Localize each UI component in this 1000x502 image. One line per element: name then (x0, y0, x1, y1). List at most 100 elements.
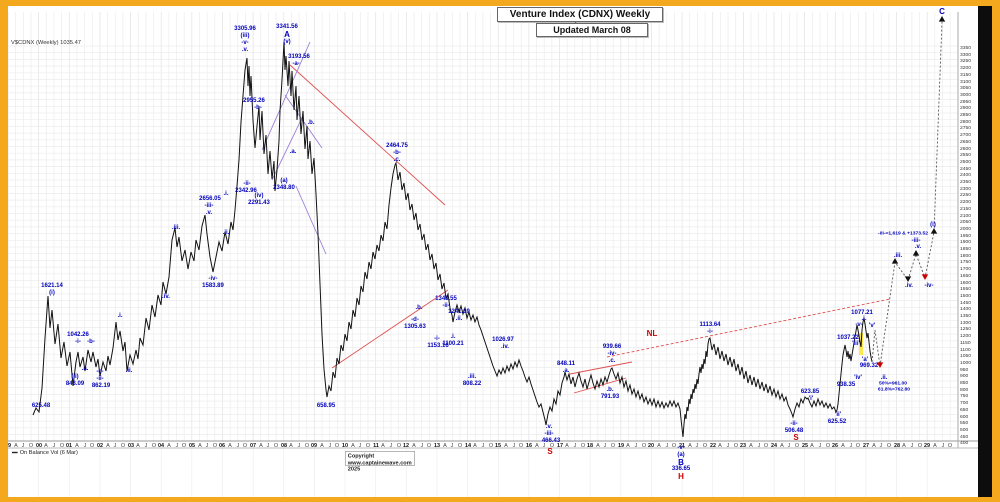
wave-annotation: -i- (707, 329, 713, 335)
y-tick-label: 850 (960, 379, 969, 386)
x-tick-year-label: 17 (556, 442, 563, 449)
wave-annotation: 'iv' (854, 375, 862, 381)
x-tick-year-label: 16 (525, 442, 532, 449)
wave-annotation: .iv. (501, 344, 509, 350)
x-tick-month-label: A (320, 442, 324, 449)
wave-annotation: 1583.89 (202, 283, 224, 289)
signal-label: H (678, 472, 684, 481)
x-tick-month-label: J (328, 442, 332, 449)
y-tick-label: 2500 (960, 158, 972, 165)
x-tick-month-label: A (442, 442, 447, 449)
y-tick-label: 950 (960, 366, 969, 372)
y-tick-label: 1050 (960, 352, 972, 359)
x-tick-month-label: O (212, 442, 217, 449)
wave-annotation: 625.48 (31, 403, 51, 409)
x-tick-month-label: J (389, 442, 393, 449)
x-tick-month-label: J (512, 442, 515, 449)
border-top (0, 0, 1000, 6)
x-tick-year-label: 29 (924, 442, 931, 449)
wave-annotation: (a) (677, 452, 685, 458)
wave-annotation: .iv. (162, 294, 170, 300)
signal-label: NL (646, 329, 658, 338)
y-tick-label: 3250 (960, 58, 972, 64)
wave-annotation: 808.22 (462, 381, 482, 387)
y-tick-label: 2550 (960, 151, 972, 158)
x-tick-year-label: 25 (801, 442, 808, 449)
x-tick-month-label: J (450, 442, 454, 449)
wave-annotation: (i) (930, 222, 936, 228)
y-tick-label: 2350 (960, 178, 972, 185)
x-tick-year-label: 07 (250, 442, 257, 449)
y-tick-label: 400 (960, 440, 969, 446)
wave-annotation: -iii- (544, 431, 554, 437)
wave-annotation: (ii) (71, 374, 79, 380)
wave-annotation: .v. (545, 424, 553, 430)
down-triangle-marker (876, 362, 884, 368)
wave-annotation: -iv- (607, 351, 617, 357)
y-tick-label: 1850 (960, 245, 972, 252)
y-tick-label: 800 (960, 386, 969, 392)
x-tick-year-label: 01 (66, 442, 73, 449)
x-tick-month-label: O (702, 442, 708, 449)
y-tick-label: 500 (960, 426, 969, 433)
wave-annotation: (iv) (254, 193, 264, 199)
x-tick-month-label: A (841, 442, 845, 449)
x-tick-month-label: J (267, 442, 270, 449)
x-tick-month-label: O (335, 442, 340, 449)
wave-annotation: 969.32 (859, 363, 879, 369)
wave-annotation: 625.52 (827, 419, 847, 425)
wave-annotation: 3193.56 (288, 54, 310, 60)
x-tick-month-label: A (75, 442, 79, 449)
wave-annotation: (v) (283, 39, 291, 45)
x-tick-month-label: O (519, 442, 524, 449)
x-tick-year-label: 04 (158, 442, 165, 449)
x-tick-month-label: J (144, 442, 148, 449)
x-tick-month-label: J (52, 442, 56, 449)
y-tick-label: 3100 (960, 78, 972, 84)
x-tick-month-label: A (13, 442, 18, 449)
y-tick-label: 700 (960, 399, 969, 406)
wave-annotation: 2656.05 (199, 196, 221, 202)
wave-annotation: .v. (914, 244, 922, 250)
y-tick-label: 1550 (960, 285, 972, 292)
projection-line (871, 21, 943, 367)
y-tick-label: 3300 (960, 51, 972, 57)
y-tick-label: 1800 (960, 252, 972, 258)
wave-annotation: -iii-=1,619 & +1373.52 (878, 230, 928, 236)
x-tick-month-label: J (21, 442, 25, 449)
y-tick-label: 2300 (960, 185, 972, 191)
x-tick-month-label: O (90, 442, 95, 449)
x-tick-month-label: O (580, 442, 585, 449)
y-tick-label: 2150 (960, 205, 972, 212)
y-tick-label: 450 (960, 433, 969, 439)
obv-legend-text: On Balance Vol (6 Mar) (19, 449, 78, 456)
wave-annotation: .v. (205, 210, 213, 216)
x-tick-month-label: A (44, 442, 49, 449)
wave-annotation: 50%=961.00 (879, 380, 907, 386)
signal-label: S (547, 447, 553, 456)
right-black-band (978, 6, 992, 497)
y-tick-label: 1250 (960, 326, 972, 332)
wave-annotation: -v- (855, 322, 863, 328)
y-tick-label: 1600 (960, 279, 972, 285)
x-tick-month-label: O (856, 442, 861, 449)
wave-annotation: -ii- (442, 303, 450, 309)
obv-legend: On Balance Vol (6 Mar) (12, 449, 78, 455)
x-tick-month-label: J (726, 442, 730, 449)
wave-annotation: 1026.97 (492, 337, 514, 343)
wave-annotation: -i- (75, 339, 81, 345)
wave-annotation: 336.65 (671, 466, 691, 472)
x-tick-month-label: J (83, 442, 86, 449)
y-tick-label: 600 (960, 413, 969, 419)
x-tick-month-label: O (641, 442, 646, 449)
y-tick-label: 1650 (960, 272, 972, 279)
x-tick-month-label: A (595, 442, 600, 449)
wave-annotation: 'i' (808, 396, 814, 402)
y-tick-label: 1100 (960, 346, 971, 352)
x-tick-month-label: A (504, 442, 508, 449)
x-tick-month-label: A (381, 442, 386, 449)
wave-annotation: 1113.64 (699, 322, 721, 328)
x-tick-month-label: A (718, 442, 723, 449)
wave-annotation: 2464.75 (386, 143, 408, 149)
x-tick-year-label: 27 (862, 442, 869, 449)
